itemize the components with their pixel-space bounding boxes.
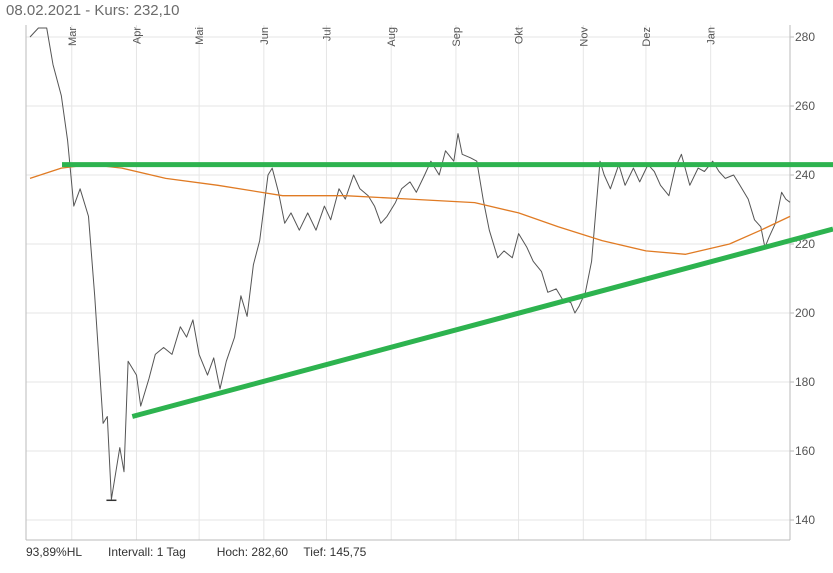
x-tick-label: Nov — [578, 27, 590, 47]
chart-footer: 93,89%HL Intervall: 1 Tag Hoch: 282,60 Tief… — [26, 545, 366, 563]
y-tick-label: 260 — [795, 99, 815, 113]
interval-value: 1 Tag — [156, 545, 186, 559]
moving-average-line — [29, 163, 791, 255]
high-value: 282,60 — [251, 545, 289, 559]
date-label: 08.02.2021 — [6, 2, 82, 19]
y-tick-label: 200 — [795, 306, 815, 320]
support-trendline — [131, 226, 833, 419]
price-chart: 140 160 180 200 220 240 260 280 Mar Apr Mai Jun Jul A… — [25, 25, 833, 541]
x-tick-label: Sep — [451, 27, 463, 47]
chart-grid — [26, 25, 790, 540]
x-tick-label: Aug — [386, 27, 398, 47]
chart-header: 08.02.2021 - Kurs: 232,10 — [6, 2, 180, 19]
y-tick-label: 140 — [795, 513, 815, 527]
x-tick-label: Apr — [131, 27, 143, 44]
price-value: 232,10 — [133, 2, 180, 19]
y-tick-label: 220 — [795, 237, 815, 251]
chart-axes: 140 160 180 200 220 240 260 280 Mar Apr Mai Jun Jul A… — [25, 25, 815, 541]
low-label: Tief: — [303, 545, 327, 559]
x-tick-label: Jul — [321, 27, 333, 41]
hl-percent: 93,89%HL — [26, 545, 83, 559]
y-tick-label: 180 — [795, 375, 815, 389]
price-line — [29, 27, 791, 500]
x-tick-label: Mar — [67, 27, 79, 46]
header-separator: - — [81, 2, 95, 19]
x-tick-label: Jan — [706, 27, 718, 45]
x-tick-label: Dez — [641, 27, 653, 47]
y-tick-label: 160 — [795, 444, 815, 458]
price-label: Kurs: — [94, 2, 130, 19]
low-value: 145,75 — [329, 545, 367, 559]
y-tick-label: 240 — [795, 168, 815, 182]
x-tick-label: Okt — [514, 27, 526, 44]
high-label: Hoch: — [216, 545, 249, 559]
x-tick-label: Jun — [259, 27, 271, 45]
chart-series — [29, 27, 791, 502]
x-tick-label: Mai — [194, 27, 206, 45]
chart-trendlines — [62, 162, 833, 419]
y-tick-label: 280 — [795, 30, 815, 44]
interval-label: Intervall: — [108, 545, 154, 559]
